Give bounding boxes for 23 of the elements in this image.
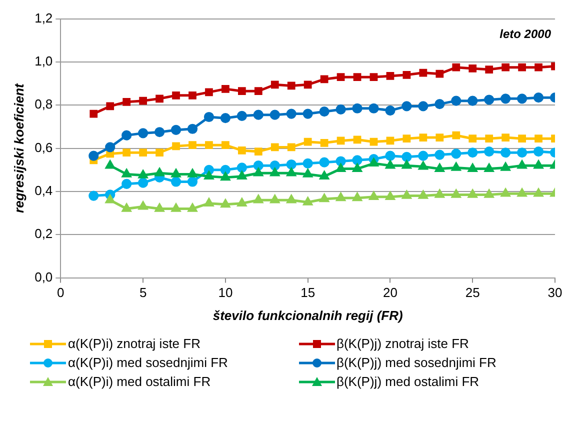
x-tick-label: 5 — [139, 285, 147, 300]
legend-label: α(K(P)i) med ostalimi FR — [68, 374, 211, 389]
legend-label: α(K(P)i) znotraj iste FR — [68, 336, 200, 351]
x-tick-label: 30 — [548, 285, 562, 300]
legend-label: β(K(P)j) med sosednjimi FR — [336, 355, 496, 370]
x-tick-label: 25 — [465, 285, 480, 300]
y-tick-label: 0,8 — [34, 96, 53, 112]
annotation: leto 2000 — [500, 27, 552, 42]
x-tick-label: 20 — [382, 285, 398, 300]
x-axis-title: število funkcionalnih regij (FR) — [212, 308, 403, 323]
legend-label: β(K(P)j) med ostalimi FR — [336, 374, 480, 389]
y-tick-label: 0,4 — [34, 183, 53, 198]
y-tick-label: 0,6 — [34, 140, 53, 155]
y-axis-title: regresijski koeficient — [11, 82, 26, 213]
y-tick-label: 0,0 — [34, 269, 53, 284]
y-tick-label: 0,2 — [34, 226, 53, 242]
legend-label: α(K(P)i) med sosednjimi FR — [68, 355, 228, 370]
x-tick-label: 0 — [57, 285, 64, 300]
y-tick-label: 1,2 — [34, 10, 53, 26]
y-tick-label: 1,0 — [34, 54, 53, 69]
x-tick-label: 10 — [218, 285, 233, 300]
legend-label: β(K(P)j) znotraj iste FR — [336, 336, 469, 351]
x-tick-label: 15 — [300, 285, 316, 300]
